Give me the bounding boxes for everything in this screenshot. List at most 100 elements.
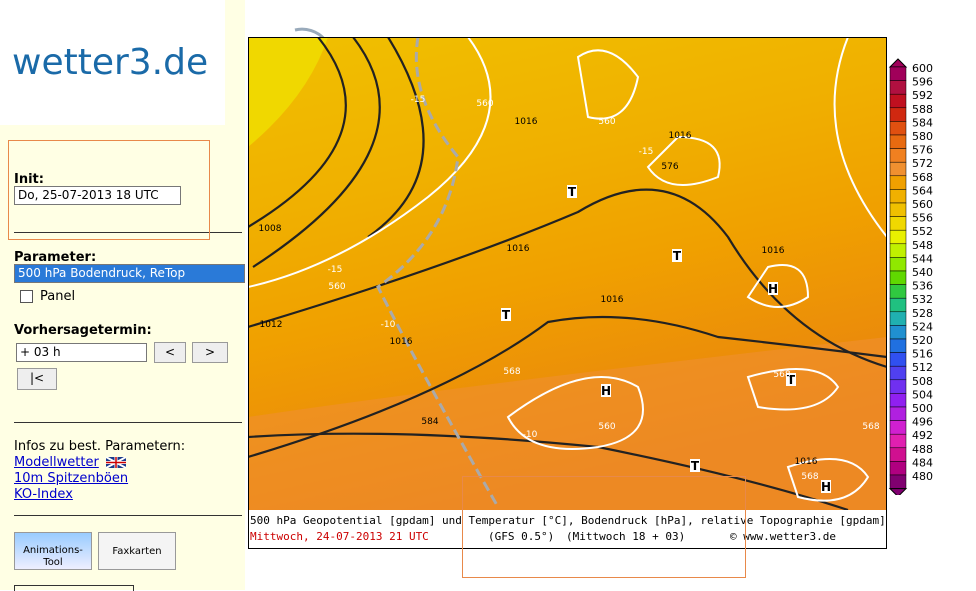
fax-button[interactable]: Faxkarten: [98, 532, 176, 570]
pressure-center: T: [691, 459, 700, 473]
colorbar-label: 504: [912, 388, 933, 401]
label-bg: [768, 282, 778, 295]
colorbar-label: 496: [912, 416, 933, 429]
contour-label: 1016: [762, 246, 785, 256]
colorbar-label: 556: [912, 212, 933, 225]
map-run: (Mittwoch 18 + 03): [566, 530, 685, 543]
colorbar-label: 584: [912, 116, 933, 129]
colorbar-label: 544: [912, 252, 933, 265]
colorbar-label: 540: [912, 266, 933, 279]
label-bg: [601, 384, 611, 397]
colorbar-label: 548: [912, 239, 933, 252]
pressure-center: H: [601, 384, 611, 398]
init-select[interactable]: Do, 25-07-2013 18 UTC: [14, 186, 181, 205]
infos-label: Infos zu best. Parametern:: [14, 439, 186, 454]
pressure-center: T: [673, 249, 682, 263]
colorbar-swatch: [889, 134, 907, 149]
partial-control: [14, 585, 134, 591]
colorbar-label: 572: [912, 157, 933, 170]
contour-label: 1016: [669, 131, 692, 141]
first-button[interactable]: |<: [17, 368, 57, 390]
contour-label: 576: [661, 162, 678, 172]
label-bg: [567, 185, 577, 198]
pressure-center: T: [568, 185, 577, 199]
contour-label: 560: [328, 282, 345, 292]
contour-label: 568: [862, 422, 879, 432]
colorbar-swatch: [889, 433, 907, 449]
animation-button[interactable]: Animations-Tool: [14, 532, 92, 570]
colorbar-label: 516: [912, 348, 933, 361]
colorbar-label: 508: [912, 375, 933, 388]
colorbar-label: 532: [912, 293, 933, 306]
contour-label: 1016: [507, 244, 530, 254]
panel-checkbox[interactable]: [20, 290, 33, 303]
colorbar-swatch: [889, 420, 907, 435]
separator: [14, 232, 242, 233]
colorbar-label: 500: [912, 402, 933, 415]
map-copyright: © www.wetter3.de: [730, 530, 836, 543]
logo-text: wetter3.de: [12, 42, 209, 83]
label-bg: [672, 249, 682, 262]
colorbar-swatch: [889, 243, 907, 258]
pressure-center: T: [787, 373, 796, 387]
map-date: Mittwoch, 24-07-2013 21 UTC: [250, 530, 429, 543]
colorbar-swatch: [889, 338, 907, 353]
contour-label: -15: [639, 147, 654, 157]
colorbar-swatch: [889, 393, 907, 408]
contour-label: 560: [476, 99, 493, 109]
link[interactable]: KO-Index: [14, 487, 73, 502]
contour-label: -15: [411, 95, 426, 105]
contour-label: -10: [381, 320, 396, 330]
contour-label: 1016: [601, 295, 624, 305]
init-label: Init:: [14, 172, 44, 187]
highlight-box: [8, 140, 210, 240]
colorbar-label: 492: [912, 429, 933, 442]
separator: [14, 515, 242, 516]
colorbar-label: 592: [912, 89, 933, 102]
contour-label: 1008: [259, 224, 282, 234]
colorbar-swatch: [889, 461, 907, 476]
colorbar: 6005965925885845805765725685645605565525…: [888, 58, 933, 495]
colorbar-swatch: [889, 447, 907, 462]
contour-label: 584: [421, 417, 438, 427]
forecast-select[interactable]: + 03 h: [16, 343, 147, 362]
label-bg: [821, 480, 831, 493]
highlight-box: [462, 476, 746, 578]
colorbar-label: 512: [912, 361, 933, 374]
colorbar-label: 552: [912, 225, 933, 238]
colorbar-label: 524: [912, 320, 933, 333]
colorbar-label: 488: [912, 443, 933, 456]
colorbar-swatch: [889, 66, 907, 81]
colorbar-label: 564: [912, 184, 933, 197]
link[interactable]: Modellwetter: [14, 455, 99, 470]
sidebar: wetter3.de Init: Do, 25-07-2013 18 UTC P…: [0, 0, 334, 591]
link[interactable]: 10m Spitzenböen: [14, 471, 129, 486]
colorbar-swatch: [889, 352, 907, 367]
colorbar-label: 576: [912, 144, 933, 157]
colorbar-label: 568: [912, 171, 933, 184]
colorbar-label: 600: [912, 62, 933, 75]
map-model: (GFS 0.5°): [488, 530, 554, 543]
colorbar-swatch: [889, 80, 907, 95]
next-button[interactable]: >: [192, 342, 228, 363]
colorbar-swatch: [889, 270, 907, 285]
parameter-select[interactable]: 500 hPa Bodendruck, ReTop: [14, 264, 245, 283]
colorbar-swatch: [889, 148, 907, 163]
label-bg: [786, 373, 796, 386]
prev-button[interactable]: <: [154, 342, 186, 363]
colorbar-label: 520: [912, 334, 933, 347]
colorbar-swatch: [889, 175, 907, 190]
contour-label: 568: [773, 370, 790, 380]
separator: [14, 422, 242, 423]
contour-label: 1016: [390, 337, 413, 347]
pressure-center: H: [768, 282, 778, 296]
colorbar-swatch: [889, 107, 907, 122]
colorbar-swatch: [889, 121, 907, 136]
map-caption: 500 hPa Geopotential [gpdam] und Tempera…: [250, 514, 886, 527]
forecast-label: Vorhersagetermin:: [14, 323, 152, 338]
colorbar-swatch: [889, 229, 907, 245]
contour-label: 1016: [515, 117, 538, 127]
colorbar-arrow: [888, 488, 908, 495]
colorbar-label: 484: [912, 456, 933, 469]
